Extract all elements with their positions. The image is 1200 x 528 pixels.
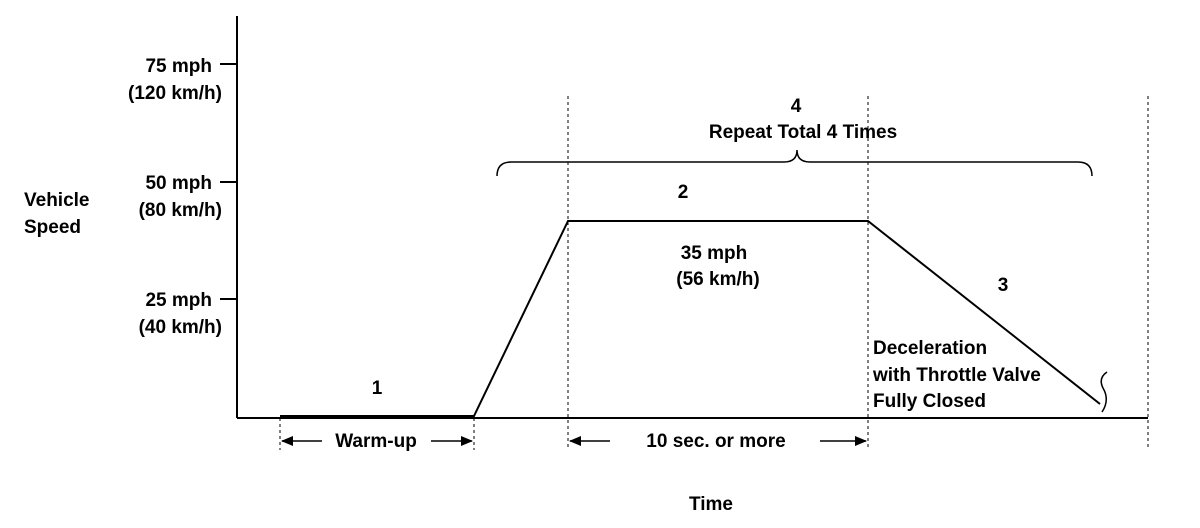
cruise-speed-kmh: (56 km/h) xyxy=(676,269,759,290)
y-tick-25-kmh: (40 km/h) xyxy=(139,317,222,338)
y-tick-50-kmh: (80 km/h) xyxy=(139,200,222,221)
decel-note-line1: Deceleration xyxy=(873,338,987,359)
warmup-label: Warm-up xyxy=(335,431,417,452)
hold-arrow-right-head xyxy=(855,436,867,446)
phase-1-number: 1 xyxy=(372,378,383,399)
phase-2-number: 2 xyxy=(678,182,689,203)
x-axis-label: Time xyxy=(689,494,733,515)
speed-profile-line xyxy=(280,220,1101,417)
cruise-speed-mph: 35 mph xyxy=(681,243,748,264)
phase-4-repeat-label: Repeat Total 4 Times xyxy=(709,122,897,143)
y-axis-label-line2: Speed xyxy=(24,217,81,238)
y-tick-75-kmh: (120 km/h) xyxy=(128,83,222,104)
decel-note-bracket xyxy=(1100,371,1108,413)
hold-arrow-left-head xyxy=(569,436,581,446)
warmup-arrow-left-head xyxy=(281,436,293,446)
y-tick-25-mph: 25 mph xyxy=(145,290,212,311)
phase-4-number: 4 xyxy=(791,96,802,117)
phase-3-number: 3 xyxy=(998,275,1009,296)
hold-duration-label: 10 sec. or more xyxy=(646,431,785,452)
warmup-arrow-right-head xyxy=(461,436,473,446)
decel-note-line2: with Throttle Valve xyxy=(872,365,1041,386)
y-axis-label-line1: Vehicle xyxy=(24,190,90,211)
y-tick-75-mph: 75 mph xyxy=(145,56,212,77)
y-tick-50-mph: 50 mph xyxy=(145,173,212,194)
decel-note-line3: Fully Closed xyxy=(873,391,986,412)
repeat-brace xyxy=(496,149,1093,177)
